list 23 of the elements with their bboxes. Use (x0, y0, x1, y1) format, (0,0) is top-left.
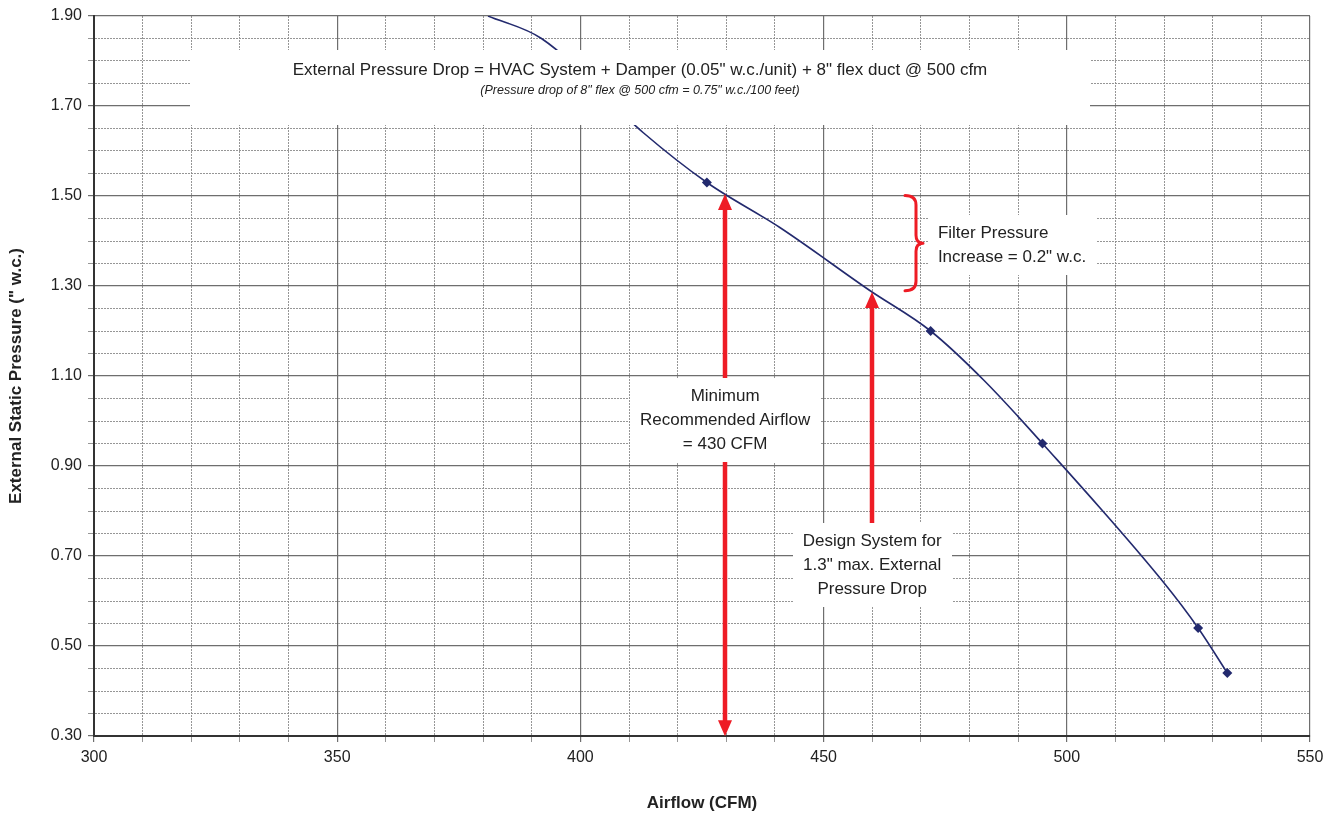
x-tick-label: 350 (323, 748, 351, 766)
y-tick-label: 0.30 (50, 726, 83, 744)
y-tick-label: 1.70 (50, 96, 83, 114)
y-tick-label: 0.50 (50, 636, 83, 654)
annotation: External Pressure Drop = HVAC System + Damper (0.05" w.c./unit) + 8" flex duct @ 500 cfm (291, 58, 989, 81)
y-axis-title: External Static Pressure (" w.c.) (5, 248, 25, 504)
x-tick-label: 500 (1053, 748, 1081, 766)
y-tick-label: 1.50 (50, 186, 83, 204)
y-tick-label: 0.90 (50, 456, 83, 474)
y-tick-label: 1.10 (50, 366, 83, 384)
x-axis-title: Airflow (CFM) (646, 793, 758, 813)
x-tick-label: 400 (567, 748, 594, 766)
annotation: Design System for 1.3" max. External Pressure Drop (792, 523, 952, 607)
x-tick-label: 550 (1296, 748, 1324, 766)
y-tick-label: 1.90 (50, 6, 83, 24)
note-box: External Pressure Drop = HVAC System + Damper (0.05" w.c./unit) + 8" flex duct @ 500 cfm (Pressure drop of 8" flex @ 500 cfm = 0.75" w.c./100 feet) (190, 49, 1090, 125)
y-tick-label: 0.70 (50, 546, 83, 564)
annotation: Minimum Recommended Airflow = 430 CFM (630, 377, 821, 462)
y-tick-label: 1.30 (50, 276, 83, 294)
x-tick-label: 450 (810, 748, 838, 766)
annotation: (Pressure drop of 8" flex @ 500 cfm = 0.75" w.c./100 feet) (479, 81, 801, 98)
annotation: Filter Pressure Increase = 0.2" w.c. (927, 214, 1097, 275)
x-tick-label: 300 (80, 748, 108, 766)
